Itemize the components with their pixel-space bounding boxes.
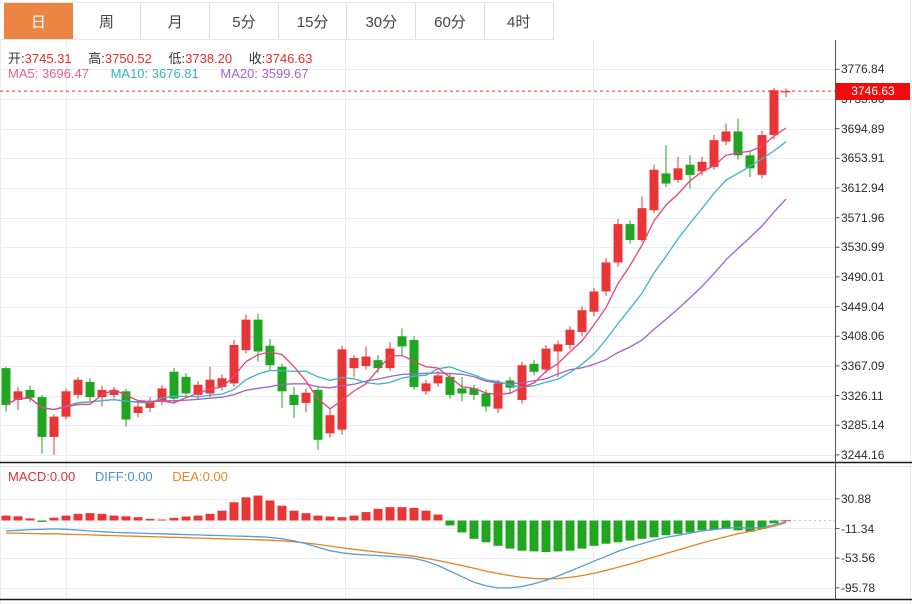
ma5-value: MA5: 3696.47 xyxy=(8,66,89,81)
price-axis-label: 3530.99 xyxy=(841,240,885,255)
price-axis-label: 3694.89 xyxy=(841,121,885,136)
price-axis-label: 3653.91 xyxy=(841,151,885,166)
macd-header: MACD:0.00 DIFF:0.00 DEA:0.00 xyxy=(8,469,228,484)
price-axis-label: 3285.14 xyxy=(841,418,885,433)
low-value: 3738.20 xyxy=(185,51,233,66)
price-axis-label: 3449.04 xyxy=(841,299,885,314)
tab-5min[interactable]: 5分 xyxy=(210,3,279,39)
macd-axis-label: -95.78 xyxy=(841,580,876,595)
ma-header: MA5: 3696.47 MA10: 3676.81 MA20: 3599.67 xyxy=(8,66,309,81)
tab-week[interactable]: 周 xyxy=(72,3,142,39)
macd-axis-label: -11.34 xyxy=(841,521,875,536)
macd-axis-label: -53.56 xyxy=(841,551,876,566)
tab-day[interactable]: 日 xyxy=(4,3,73,39)
current-price-badge: 3746.63 xyxy=(836,83,910,100)
price-axis-label: 3244.16 xyxy=(841,447,885,462)
tab-4hour[interactable]: 4时 xyxy=(484,3,554,39)
open-value: 3745.31 xyxy=(24,51,72,66)
close-value: 3746.63 xyxy=(265,51,313,66)
macd-value: MACD:0.00 xyxy=(8,469,76,484)
price-axis-label: 3776.84 xyxy=(841,62,885,77)
ohlc-header: 开:3745.31 高:3750.52 低:3738.20 收:3746.63 xyxy=(8,48,325,67)
high-value: 3750.52 xyxy=(104,51,152,66)
macd-axis-label: 30.88 xyxy=(841,491,872,506)
ma20-value: MA20: 3599.67 xyxy=(220,66,309,81)
tab-month[interactable]: 月 xyxy=(141,3,211,39)
tab-15min[interactable]: 15分 xyxy=(278,3,348,39)
diff-value: DIFF:0.00 xyxy=(94,469,153,484)
low-label: 低: xyxy=(168,51,186,66)
price-axis-label: 3367.09 xyxy=(841,358,885,373)
timeframe-tabbar: 日周月 5分 15分 30分 60分 4时 xyxy=(0,2,554,40)
ma10-value: MA10: 3676.81 xyxy=(110,66,199,81)
high-label: 高: xyxy=(88,51,105,66)
dea-value: DEA:0.00 xyxy=(172,469,228,484)
price-axis-label: 3326.11 xyxy=(841,388,884,403)
price-axis-label: 3571.96 xyxy=(841,210,885,225)
price-axis-label: 3408.06 xyxy=(841,329,885,344)
open-label: 开: xyxy=(8,51,25,66)
tab-60min[interactable]: 60分 xyxy=(416,3,485,39)
price-axis-label: 3490.01 xyxy=(841,269,885,284)
close-label: 收: xyxy=(248,51,266,66)
tab-30min[interactable]: 30分 xyxy=(347,3,417,39)
price-axis-label: 3612.94 xyxy=(841,180,885,195)
